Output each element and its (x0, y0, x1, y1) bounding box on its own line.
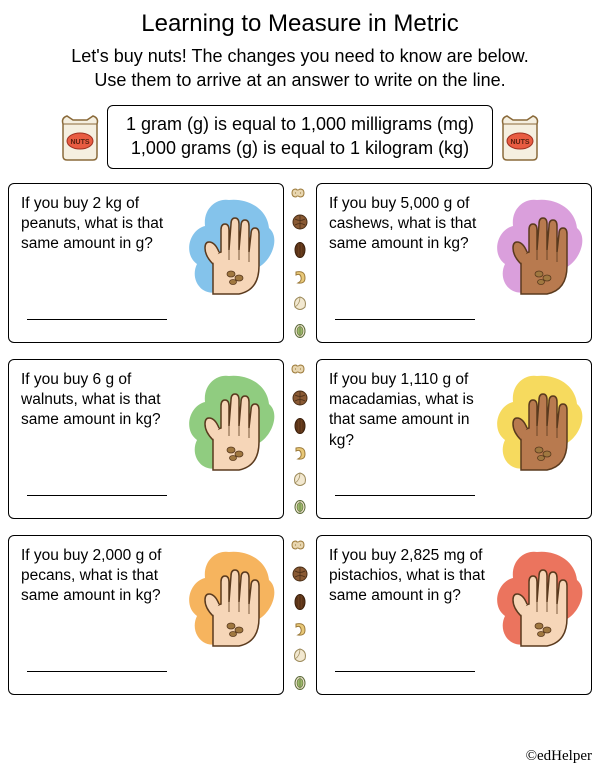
pecan-icon (291, 241, 309, 259)
hand-illustration (493, 370, 583, 510)
hand-illustration (185, 546, 275, 686)
answer-line[interactable] (335, 495, 475, 496)
pistachio-icon (291, 498, 309, 516)
question-text: If you buy 2,000 g of pecans, what is th… (21, 546, 185, 686)
pistachio-icon (291, 322, 309, 340)
question-text: If you buy 6 g of walnuts, what is that … (21, 370, 185, 510)
svg-text:NUTS: NUTS (511, 139, 530, 146)
instructions: Let's buy nuts! The changes you need to … (8, 44, 592, 93)
hand-illustration (493, 194, 583, 334)
walnut-icon (291, 565, 309, 583)
pecan-icon (291, 417, 309, 435)
question-card: If you buy 1,110 g of macadamias, what i… (316, 359, 592, 519)
svg-text:NUTS: NUTS (70, 139, 89, 146)
macadamia-icon (291, 295, 309, 313)
pecan-icon (291, 593, 309, 611)
nut-bag-icon-right: NUTS (497, 110, 543, 164)
answer-line[interactable] (27, 319, 167, 320)
instructions-line-1: Let's buy nuts! The changes you need to … (8, 44, 592, 68)
question-text: If you buy 2,825 mg of pistachios, what … (329, 546, 493, 686)
conversion-box: 1 gram (g) is equal to 1,000 milligrams … (107, 105, 493, 170)
macadamia-icon (291, 647, 309, 665)
question-card: If you buy 2 kg of peanuts, what is that… (8, 183, 284, 343)
instructions-line-2: Use them to arrive at an answer to write… (8, 68, 592, 92)
pistachio-icon (291, 674, 309, 692)
peanut-icon (291, 538, 309, 556)
answer-line[interactable] (335, 671, 475, 672)
hand-illustration (185, 194, 275, 334)
nut-divider-column (284, 535, 316, 695)
question-card: If you buy 2,000 g of pecans, what is th… (8, 535, 284, 695)
walnut-icon (291, 213, 309, 231)
conversion-row: NUTS 1 gram (g) is equal to 1,000 millig… (8, 105, 592, 170)
question-grid: If you buy 2 kg of peanuts, what is that… (8, 183, 592, 695)
copyright: ©edHelper (526, 748, 592, 765)
peanut-icon (291, 362, 309, 380)
page-title: Learning to Measure in Metric (8, 10, 592, 38)
walnut-icon (291, 389, 309, 407)
question-card: If you buy 6 g of walnuts, what is that … (8, 359, 284, 519)
conversion-line-1: 1 gram (g) is equal to 1,000 milligrams … (126, 112, 474, 136)
peanut-icon (291, 186, 309, 204)
nut-bag-icon-left: NUTS (57, 110, 103, 164)
question-card: If you buy 2,825 mg of pistachios, what … (316, 535, 592, 695)
question-text: If you buy 1,110 g of macadamias, what i… (329, 370, 493, 510)
question-text: If you buy 5,000 g of cashews, what is t… (329, 194, 493, 334)
answer-line[interactable] (27, 671, 167, 672)
hand-illustration (185, 370, 275, 510)
hand-illustration (493, 546, 583, 686)
conversion-line-2: 1,000 grams (g) is equal to 1 kilogram (… (126, 136, 474, 160)
answer-line[interactable] (27, 495, 167, 496)
cashew-icon (291, 268, 309, 286)
cashew-icon (291, 444, 309, 462)
cashew-icon (291, 620, 309, 638)
nut-divider-column (284, 183, 316, 343)
question-text: If you buy 2 kg of peanuts, what is that… (21, 194, 185, 334)
answer-line[interactable] (335, 319, 475, 320)
nut-divider-column (284, 359, 316, 519)
macadamia-icon (291, 471, 309, 489)
question-card: If you buy 5,000 g of cashews, what is t… (316, 183, 592, 343)
